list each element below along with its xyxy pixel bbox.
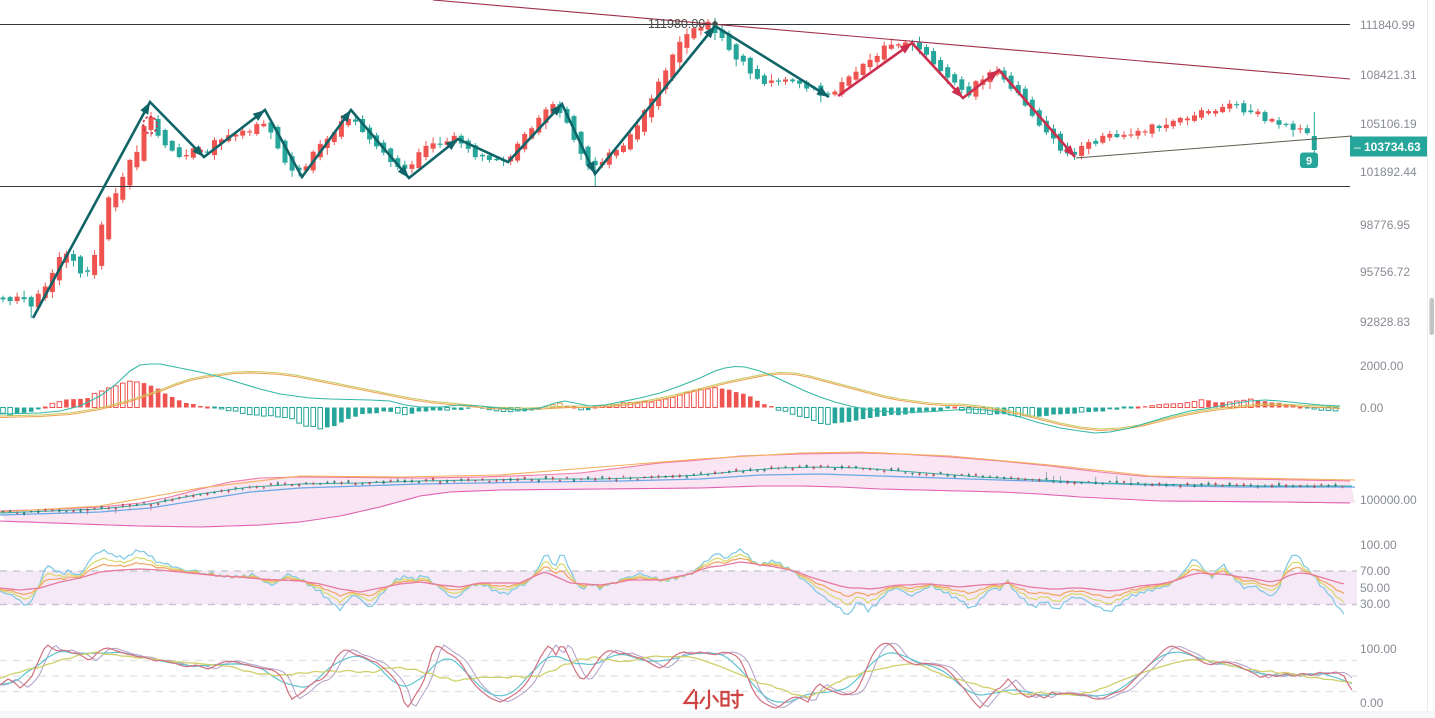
svg-text:0.00: 0.00 bbox=[1360, 401, 1384, 415]
svg-text:30.00: 30.00 bbox=[1360, 597, 1390, 611]
svg-text:9: 9 bbox=[1306, 156, 1312, 168]
svg-text:–: – bbox=[1354, 140, 1361, 154]
svg-text:92828.83: 92828.83 bbox=[1360, 315, 1410, 329]
svg-text:108421.31: 108421.31 bbox=[1360, 68, 1417, 82]
svg-text:111980.00: 111980.00 bbox=[648, 17, 705, 31]
svg-text:100.00: 100.00 bbox=[1360, 538, 1397, 552]
svg-text:70.00: 70.00 bbox=[1360, 564, 1390, 578]
svg-text:100000.00: 100000.00 bbox=[1360, 493, 1417, 507]
svg-text:50.00: 50.00 bbox=[1360, 581, 1390, 595]
svg-text:2000.00: 2000.00 bbox=[1360, 359, 1404, 373]
svg-text:0.00: 0.00 bbox=[1360, 696, 1384, 710]
svg-text:111840.99: 111840.99 bbox=[1360, 18, 1415, 32]
svg-text:95756.72: 95756.72 bbox=[1360, 265, 1410, 279]
svg-text:98776.95: 98776.95 bbox=[1360, 218, 1410, 232]
svg-text:101892.44: 101892.44 bbox=[1360, 165, 1417, 179]
svg-text:103734.63: 103734.63 bbox=[1364, 140, 1421, 154]
svg-text:105106.19: 105106.19 bbox=[1360, 117, 1417, 131]
svg-text:100.00: 100.00 bbox=[1360, 642, 1397, 656]
